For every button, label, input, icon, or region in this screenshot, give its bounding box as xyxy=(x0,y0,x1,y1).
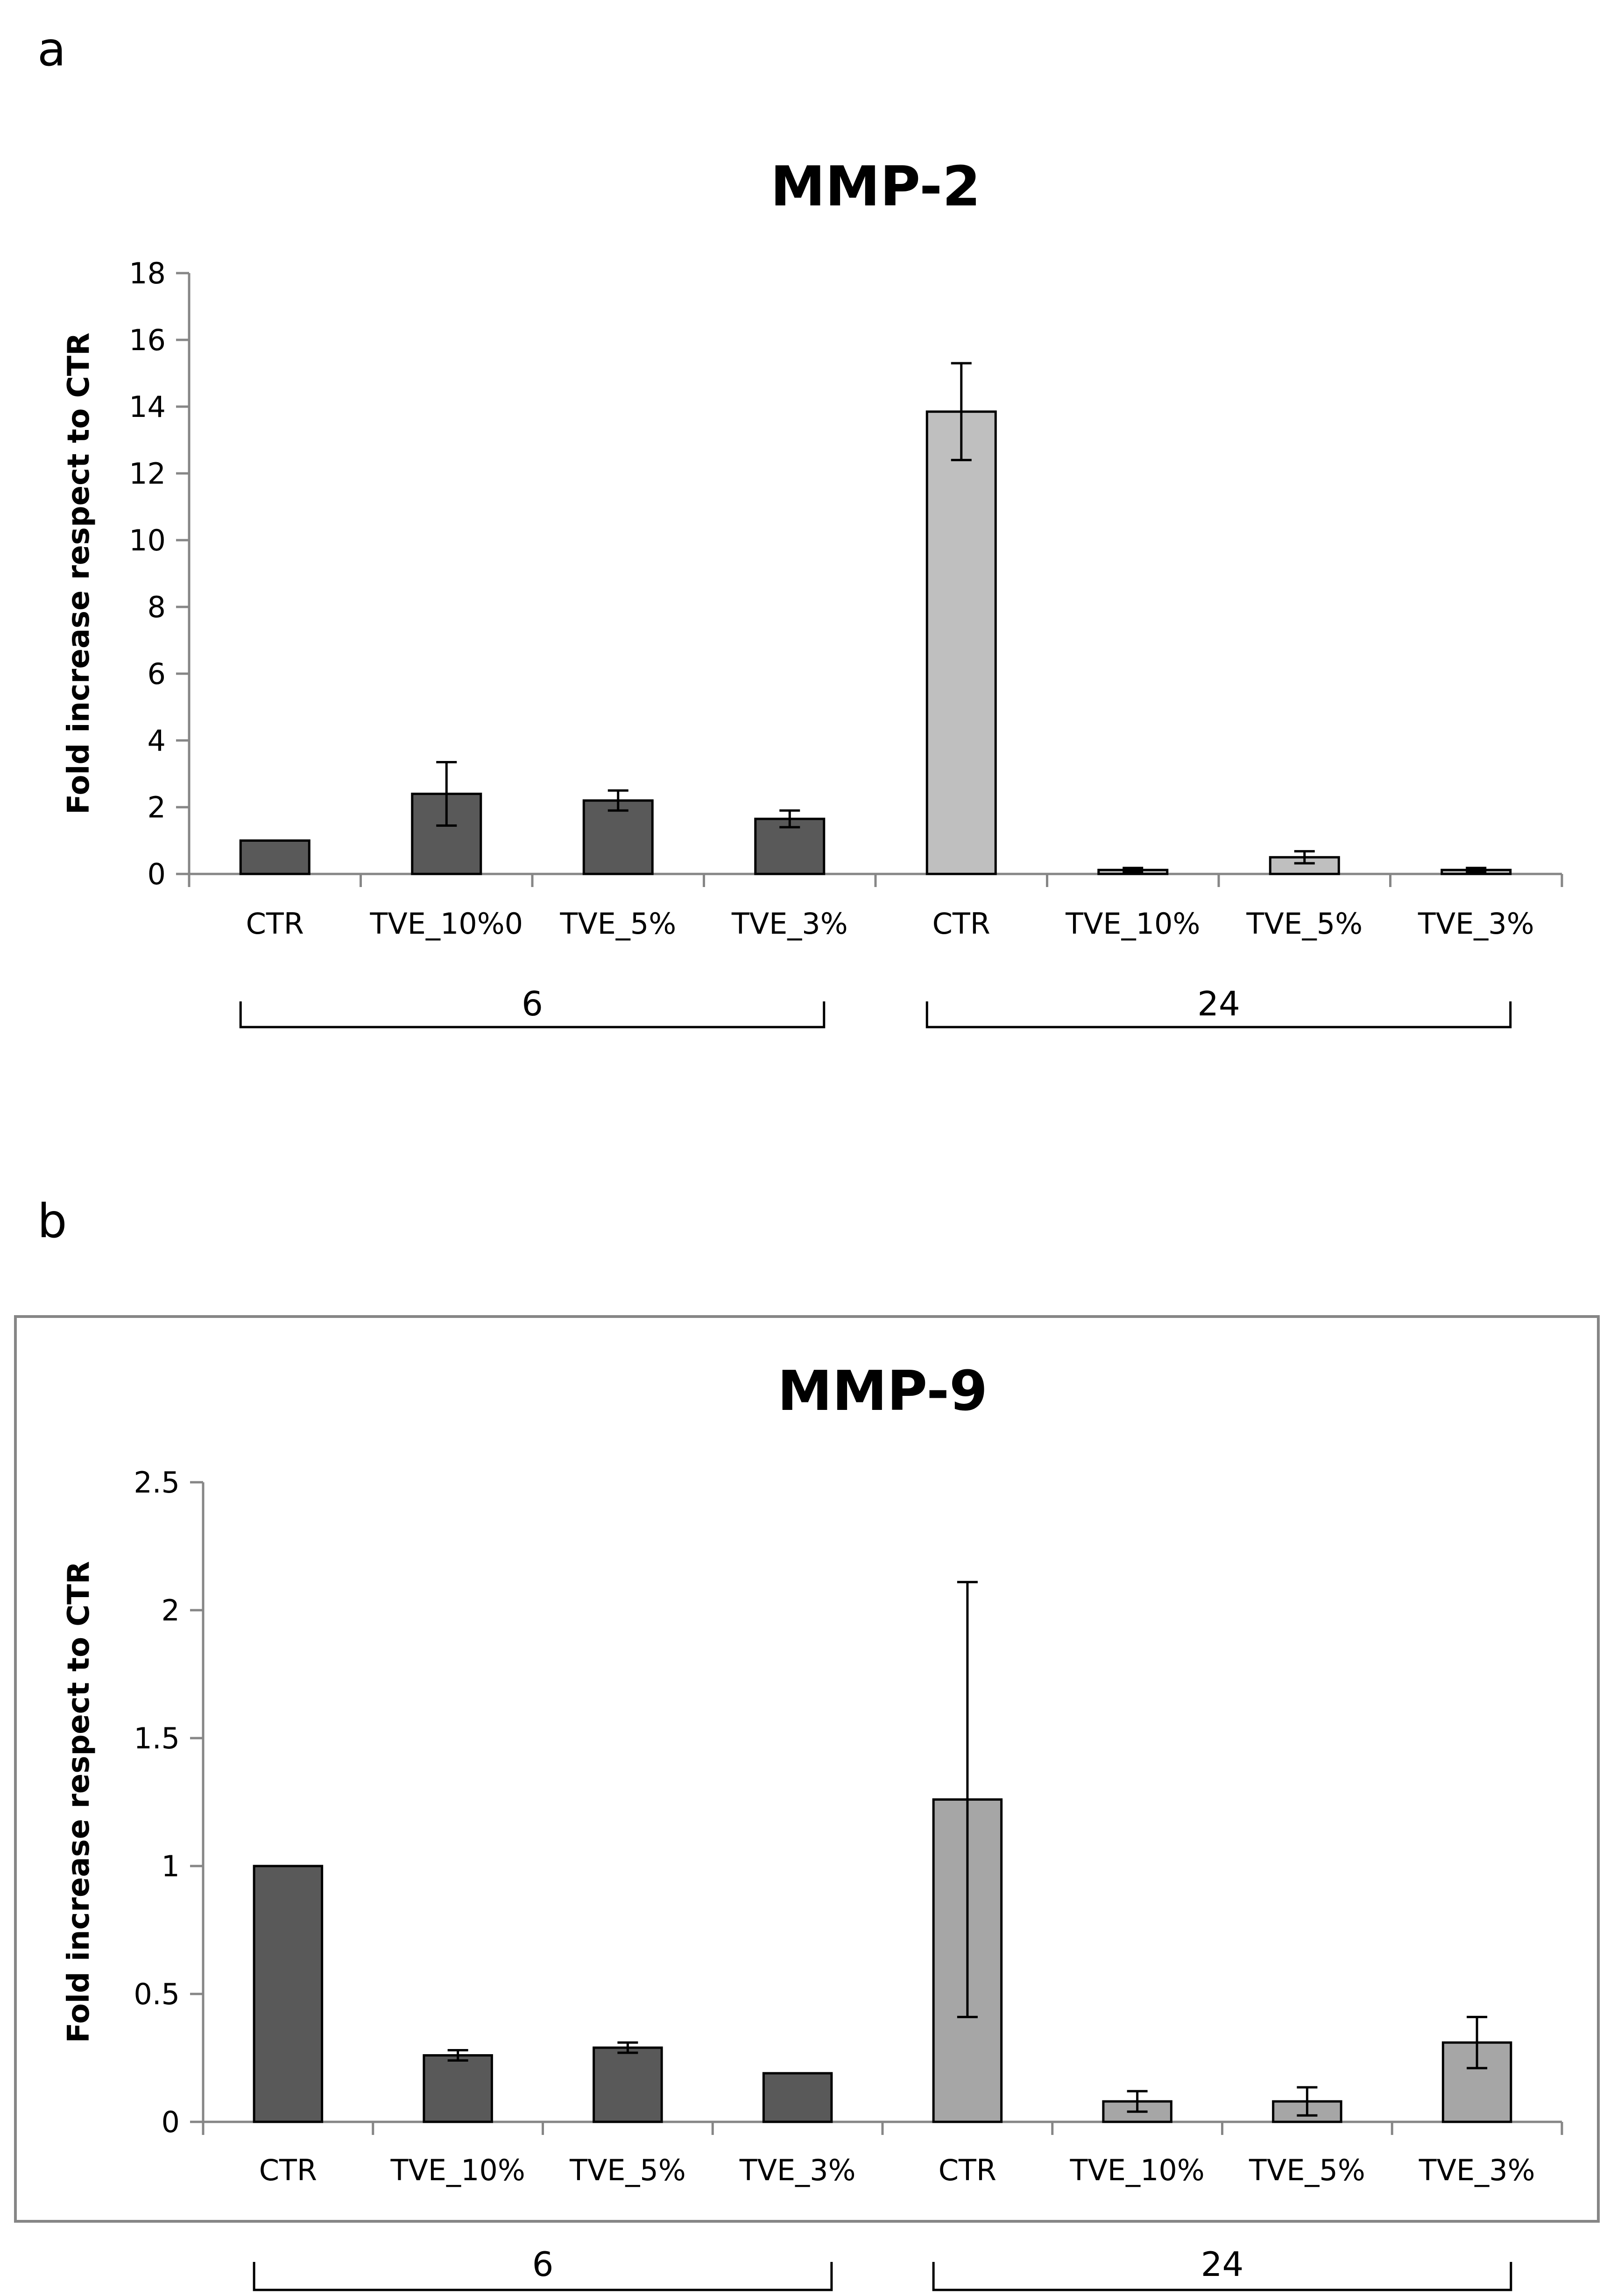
category-label: TVE_5% xyxy=(569,2153,686,2187)
y-tick-label: 14 xyxy=(129,390,166,424)
category-label: TVE_3% xyxy=(731,907,848,941)
bar-3 xyxy=(582,799,654,875)
group-bracket-24 xyxy=(932,2262,1512,2291)
category-label: TVE_3% xyxy=(1419,2153,1535,2187)
error-bar-6 xyxy=(1127,2090,1148,2113)
error-bar-2 xyxy=(447,2049,468,2062)
y-tick-label: 12 xyxy=(129,457,166,491)
bar-3 xyxy=(593,2046,663,2123)
bar-2 xyxy=(423,2054,493,2123)
y-tick-label: 0 xyxy=(162,2105,180,2139)
category-label: TVE_10% xyxy=(390,2153,525,2187)
category-label: CTR xyxy=(259,2153,317,2187)
error-bar-8 xyxy=(1467,2015,1488,2070)
group-label: 24 xyxy=(1201,2245,1244,2284)
y-tick-label: 2 xyxy=(148,790,166,824)
y-tick-label: 0.5 xyxy=(134,1977,180,2011)
y-tick-label: 18 xyxy=(129,256,166,290)
y-tick-label: 16 xyxy=(129,323,166,357)
y-tick-label: 10 xyxy=(129,523,166,557)
bar-1 xyxy=(253,1865,324,2123)
category-label: TVE_10% xyxy=(1069,2153,1204,2187)
panel-label: a xyxy=(37,22,66,77)
category-label: TVE_5% xyxy=(1246,907,1363,941)
error-bar-3 xyxy=(607,789,628,812)
y-tick-label: 8 xyxy=(148,590,166,624)
group-bracket-6 xyxy=(239,1001,826,1028)
category-label: TVE_3% xyxy=(1418,907,1534,941)
group-bracket-24 xyxy=(925,1001,1512,1028)
y-tick-label: 6 xyxy=(148,657,166,691)
group-label: 6 xyxy=(532,2245,554,2284)
chart-title: MMP-9 xyxy=(777,1359,988,1423)
y-tick-label: 1 xyxy=(162,1849,180,1883)
category-label: CTR xyxy=(932,907,990,941)
bar-1 xyxy=(239,839,311,875)
category-label: TVE_3% xyxy=(739,2153,856,2187)
error-bar-6 xyxy=(1123,866,1144,873)
panel-label: b xyxy=(37,1194,67,1248)
category-label: CTR xyxy=(246,907,304,941)
group-label: 24 xyxy=(1197,984,1240,1023)
error-bar-4 xyxy=(779,809,800,829)
y-tick-label: 4 xyxy=(148,724,166,758)
category-label: CTR xyxy=(939,2153,996,2187)
category-label: TVE_10%0 xyxy=(369,907,523,941)
group-label: 6 xyxy=(522,984,543,1023)
panel-b: b MMP-9 0 0.5 1 1.5 2 2.5 Fold increase respect … xyxy=(14,1194,1600,2291)
y-tick-label: 2.5 xyxy=(134,1465,180,1500)
category-label: TVE_5% xyxy=(559,907,676,941)
error-bar-2 xyxy=(436,761,457,827)
category-label: TVE_10% xyxy=(1065,907,1200,941)
error-bar-5 xyxy=(957,1581,978,2018)
chart-title: MMP-2 xyxy=(770,154,981,218)
error-bar-7 xyxy=(1297,2086,1318,2117)
error-bar-5 xyxy=(951,362,972,461)
y-tick-label: 0 xyxy=(148,857,166,891)
bar-4 xyxy=(762,2072,833,2123)
category-label: TVE_5% xyxy=(1249,2153,1365,2187)
chart-border xyxy=(14,1315,1600,2223)
error-bar-7 xyxy=(1294,850,1315,865)
bar-5 xyxy=(925,410,997,875)
y-tick-label: 2 xyxy=(162,1593,180,1627)
group-bracket-6 xyxy=(253,2262,833,2291)
error-bar-8 xyxy=(1466,866,1487,873)
y-tick-label: 1.5 xyxy=(134,1721,180,1755)
y-axis-title: Fold increase respect to CTR xyxy=(62,332,96,814)
error-bar-3 xyxy=(617,2041,638,2054)
y-axis-title: Fold increase respect to CTR xyxy=(62,1561,96,2043)
